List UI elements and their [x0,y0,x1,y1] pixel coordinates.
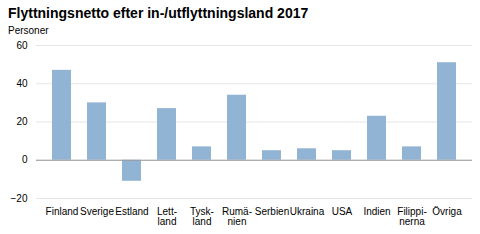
svg-text:Tysk-land: Tysk-land [190,206,214,227]
svg-text:60: 60 [16,40,28,51]
svg-text:40: 40 [16,78,28,89]
svg-text:Ukraina: Ukraina [290,206,325,217]
svg-text:Lett-land: Lett-land [157,206,177,227]
svg-text:Indien: Indien [363,206,390,217]
svg-text:−20: −20 [11,193,28,204]
svg-text:Filippi-nerna: Filippi-nerna [397,206,426,227]
svg-text:USA: USA [332,206,353,217]
svg-text:0: 0 [22,154,28,165]
svg-text:Estland: Estland [115,206,148,217]
html-text:Personer: Personer [8,25,49,36]
svg-text:Finland: Finland [46,206,79,217]
svg-text:20: 20 [16,116,28,127]
svg-text:Sverige: Sverige [80,206,114,217]
svg-text:Serbien: Serbien [255,206,289,217]
svg-text:Övriga: Övriga [432,206,462,217]
html-text:Flyttningsnetto efter in-/utfl: Flyttningsnetto efter in-/utflyttningsla… [8,5,309,21]
svg-text:Rumä-nien: Rumä-nien [222,206,252,227]
